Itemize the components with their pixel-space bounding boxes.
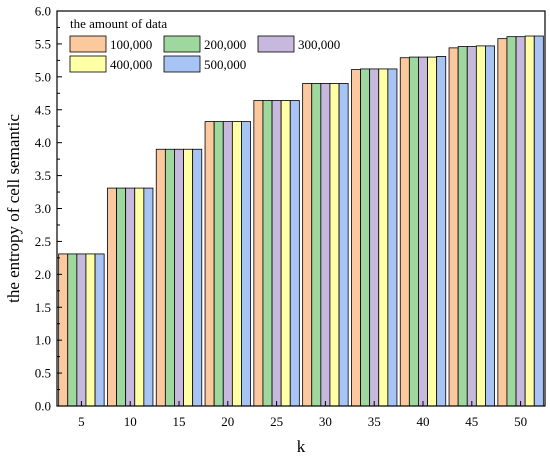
x-tick-label: 35	[368, 414, 381, 429]
bar-100000-k5	[58, 253, 69, 407]
bar-300000-k50	[515, 36, 526, 407]
y-tick-label: 1.5	[35, 300, 51, 315]
y-tick-label: 3.0	[35, 201, 51, 216]
x-tick-label: 10	[124, 414, 137, 429]
y-axis-title: the entropy of cell semantic	[4, 114, 23, 303]
x-tick-label: 25	[270, 414, 283, 429]
x-tick-label: 15	[173, 414, 186, 429]
bar-200000-k30	[311, 83, 322, 407]
legend: the amount of data 100,000 200,000 300,000…	[69, 16, 340, 73]
bar-100000-k30	[302, 83, 313, 407]
bar-100000-k50	[497, 38, 508, 407]
bar-500000-k50	[533, 35, 544, 407]
x-axis-title: k	[297, 437, 306, 456]
bar-400000-k40	[427, 56, 438, 407]
bar-100000-k25	[253, 100, 264, 407]
y-tick-label: 4.0	[35, 135, 51, 150]
bar-400000-k50	[524, 35, 535, 407]
legend-swatch-400000	[69, 55, 107, 73]
bar-500000-k10	[143, 187, 154, 407]
bar-500000-k15	[192, 148, 203, 407]
bar-300000-k40	[418, 56, 428, 407]
legend-label-200000: 200,000	[204, 37, 246, 52]
legend-swatch-100000	[69, 35, 107, 53]
x-tick-label: 30	[319, 414, 332, 429]
y-tick-label: 0.5	[35, 366, 51, 381]
y-axis: 0.0 0.5 1.0 1.5 2.0 2.5 3.0 3.5 4.0 4.5 5.0 5.5 6.0	[35, 4, 62, 414]
x-axis: 5 10 15 20 25 30 35 40 45 50	[78, 401, 527, 429]
bar-100000-k35	[351, 69, 361, 407]
y-tick-label: 2.0	[35, 267, 51, 282]
bar-500000-k30	[338, 83, 349, 407]
y-tick-label: 3.5	[35, 168, 51, 183]
bar-300000-k35	[369, 68, 380, 407]
bar-300000-k30	[320, 83, 331, 407]
bar-300000-k5	[76, 253, 87, 407]
bar-500000-k35	[387, 68, 398, 407]
legend-swatch-500000	[163, 55, 201, 73]
y-tick-label: 5.0	[35, 69, 51, 84]
bars-layer	[58, 35, 544, 407]
legend-label-300000: 300,000	[298, 37, 340, 52]
bar-200000-k20	[213, 121, 224, 407]
x-tick-label: 5	[78, 414, 85, 429]
legend-title: the amount of data	[70, 16, 167, 31]
bar-100000-k40	[399, 57, 410, 407]
bar-200000-k45	[457, 46, 468, 407]
bar-200000-k25	[262, 100, 273, 407]
x-tick-label: 50	[514, 414, 527, 429]
bar-100000-k10	[107, 187, 117, 407]
bar-400000-k20	[231, 121, 242, 407]
bar-400000-k10	[134, 187, 145, 407]
bar-100000-k20	[204, 121, 215, 407]
bar-400000-k5	[85, 253, 96, 407]
bar-200000-k35	[360, 68, 371, 407]
bar-500000-k40	[436, 56, 447, 407]
bar-500000-k5	[94, 253, 105, 407]
bar-100000-k15	[155, 148, 166, 407]
bar-200000-k50	[506, 36, 517, 407]
bar-100000-k45	[448, 47, 459, 407]
bar-500000-k25	[289, 100, 300, 407]
bar-300000-k15	[174, 148, 184, 407]
bar-400000-k15	[183, 148, 194, 407]
x-tick-label: 40	[417, 414, 430, 429]
x-tick-label: 20	[221, 414, 234, 429]
bar-200000-k5	[67, 253, 78, 407]
y-tick-label: 0.0	[35, 399, 51, 414]
y-tick-label: 6.0	[35, 4, 51, 19]
bar-500000-k45	[485, 45, 495, 407]
legend-swatch-300000	[257, 35, 295, 53]
legend-swatch-200000	[163, 35, 201, 53]
x-tick-label: 45	[465, 414, 478, 429]
y-tick-label: 5.5	[35, 36, 51, 51]
bar-400000-k30	[329, 83, 340, 407]
legend-label-100000: 100,000	[110, 37, 152, 52]
bar-400000-k45	[475, 45, 486, 407]
bar-200000-k15	[164, 148, 175, 407]
bar-200000-k40	[408, 56, 419, 407]
bar-500000-k20	[241, 121, 251, 407]
legend-label-400000: 400,000	[110, 57, 152, 72]
legend-label-500000: 500,000	[204, 57, 246, 72]
bar-400000-k25	[280, 100, 291, 407]
y-tick-label: 4.5	[35, 102, 51, 117]
bar-300000-k10	[125, 187, 136, 407]
bar-400000-k35	[378, 68, 389, 407]
bar-200000-k10	[116, 187, 127, 407]
bar-300000-k20	[222, 121, 233, 407]
bar-300000-k45	[466, 46, 477, 407]
bar-300000-k25	[271, 100, 282, 407]
y-tick-label: 1.0	[35, 333, 51, 348]
y-tick-label: 2.5	[35, 234, 51, 249]
